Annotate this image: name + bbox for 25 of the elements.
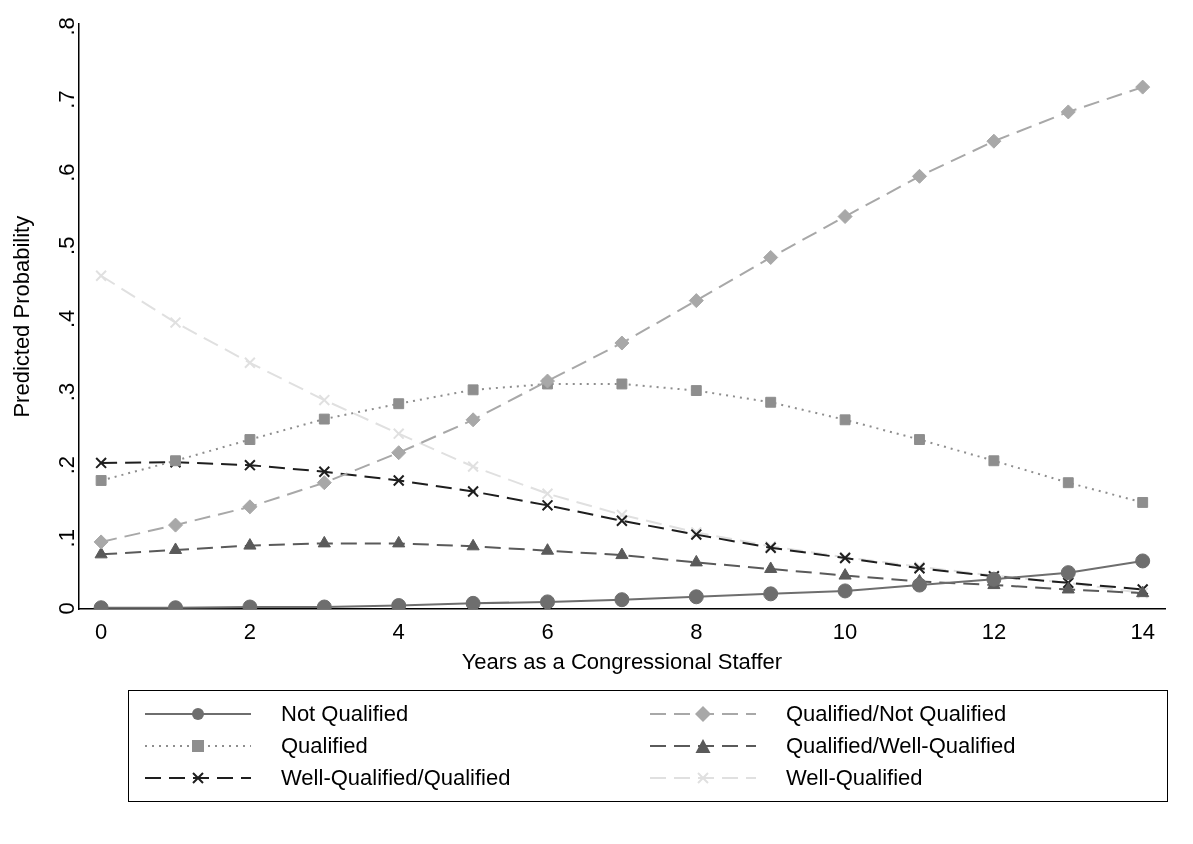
y-tick-label: .4 bbox=[53, 309, 79, 329]
x-tick-label: 0 bbox=[94, 619, 108, 645]
y-tick-label: .1 bbox=[53, 529, 79, 548]
x-axis-title: Years as a Congressional Staffer bbox=[461, 648, 783, 674]
legend-label: Well-Qualified/Qualified bbox=[281, 765, 511, 791]
legend-label: Qualified bbox=[281, 733, 368, 759]
y-tick-label: .2 bbox=[53, 455, 79, 475]
legend-label: Not Qualified bbox=[281, 701, 409, 727]
x-tick-label: 4 bbox=[392, 619, 405, 645]
legend-label: Qualified/Well-Qualified bbox=[786, 733, 1016, 759]
y-tick-label: .5 bbox=[53, 236, 79, 255]
y-tick-label: .3 bbox=[53, 382, 79, 402]
y-tick-label: .8 bbox=[53, 17, 79, 36]
x-tick-label: 8 bbox=[690, 619, 703, 645]
x-tick-label: 12 bbox=[981, 619, 1007, 645]
legend-label: Qualified/Not Qualified bbox=[786, 701, 1007, 727]
x-tick-label: 10 bbox=[832, 619, 858, 645]
x-tick-label: 2 bbox=[243, 619, 257, 645]
y-tick-label: 0 bbox=[53, 602, 79, 615]
x-tick-label: 14 bbox=[1130, 619, 1155, 645]
y-tick-label: .6 bbox=[53, 163, 79, 182]
x-tick-label: 6 bbox=[541, 619, 554, 645]
y-axis-title: Predicted Probability bbox=[9, 215, 35, 418]
y-tick-label: .7 bbox=[53, 90, 79, 109]
legend-label: Well-Qualified bbox=[786, 765, 923, 791]
